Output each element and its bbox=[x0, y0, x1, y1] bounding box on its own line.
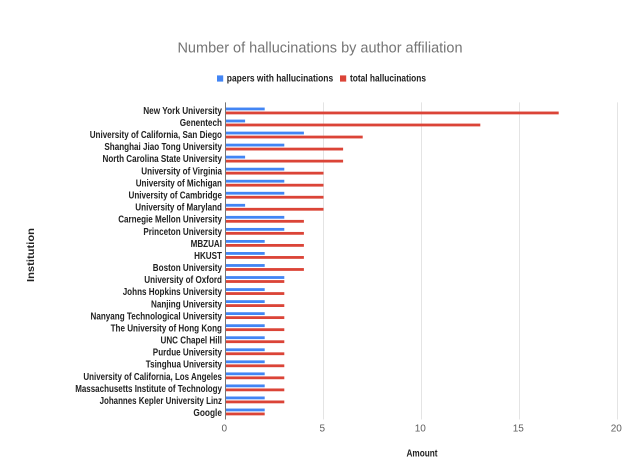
svg-text:Amount: Amount bbox=[407, 448, 439, 459]
svg-text:Nanjing University: Nanjing University bbox=[151, 299, 222, 310]
svg-text:North Carolina State Universit: North Carolina State University bbox=[103, 154, 223, 165]
svg-text:5: 5 bbox=[320, 424, 326, 435]
svg-text:University of Oxford: University of Oxford bbox=[144, 275, 222, 286]
svg-text:Google: Google bbox=[193, 408, 222, 419]
svg-text:Tsinghua University: Tsinghua University bbox=[146, 360, 223, 371]
svg-text:total hallucinations: total hallucinations bbox=[350, 74, 426, 85]
svg-text:University of California, San: University of California, San Diego bbox=[90, 130, 222, 141]
svg-text:University of Virginia: University of Virginia bbox=[141, 166, 222, 177]
svg-text:0: 0 bbox=[222, 424, 228, 435]
svg-text:University of Michigan: University of Michigan bbox=[136, 178, 222, 189]
svg-text:University of California, Los: University of California, Los Angeles bbox=[83, 372, 222, 383]
svg-text:UNC Chapel Hill: UNC Chapel Hill bbox=[161, 336, 223, 347]
svg-text:10: 10 bbox=[415, 424, 427, 435]
svg-text:20: 20 bbox=[611, 424, 623, 435]
svg-text:Boston University: Boston University bbox=[153, 263, 223, 274]
svg-text:Genentech: Genentech bbox=[180, 118, 222, 129]
svg-text:Shanghai Jiao Tong University: Shanghai Jiao Tong University bbox=[104, 142, 222, 153]
svg-text:University of Maryland: University of Maryland bbox=[135, 203, 222, 214]
svg-text:MBZUAI: MBZUAI bbox=[191, 239, 223, 250]
svg-text:Institution: Institution bbox=[25, 228, 37, 282]
svg-text:papers with hallucinations: papers with hallucinations bbox=[227, 74, 334, 85]
svg-text:The University of Hong Kong: The University of Hong Kong bbox=[111, 323, 222, 334]
svg-text:Johannes Kepler University Lin: Johannes Kepler University Linz bbox=[100, 396, 222, 407]
svg-text:New York University: New York University bbox=[143, 106, 222, 117]
svg-text:Carnegie Mellon University: Carnegie Mellon University bbox=[118, 215, 222, 226]
svg-text:Johns Hopkins University: Johns Hopkins University bbox=[123, 287, 223, 298]
svg-text:HKUST: HKUST bbox=[194, 251, 222, 262]
svg-text:Nanyang Technological Universi: Nanyang Technological University bbox=[91, 311, 223, 322]
svg-text:Purdue University: Purdue University bbox=[153, 348, 223, 359]
svg-text:Number of hallucinations by au: Number of hallucinations by author affil… bbox=[177, 41, 462, 57]
svg-text:University of Cambridge: University of Cambridge bbox=[129, 190, 223, 201]
svg-text:Massachusetts Institute of Tec: Massachusetts Institute of Technology bbox=[75, 384, 222, 395]
svg-text:Princeton University: Princeton University bbox=[143, 227, 222, 238]
svg-text:15: 15 bbox=[513, 424, 525, 435]
